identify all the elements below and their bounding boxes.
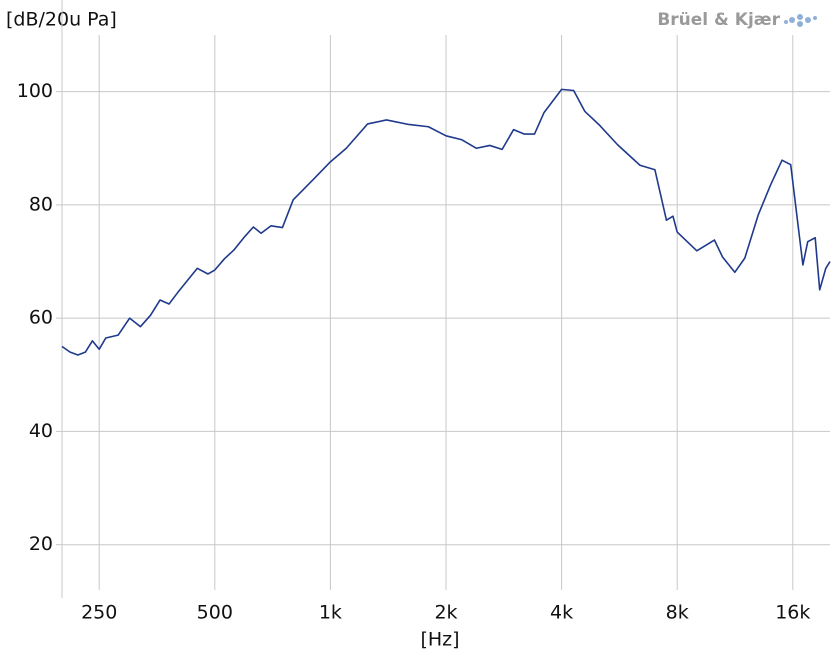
x-tick-label: 4k bbox=[550, 602, 573, 624]
y-tick-label: 60 bbox=[29, 307, 53, 329]
y-tick-label: 100 bbox=[17, 80, 53, 102]
x-tick-label: 250 bbox=[81, 602, 117, 624]
y-tick-label: 40 bbox=[29, 420, 53, 442]
x-tick-label: 1k bbox=[319, 602, 342, 624]
x-tick-label: 2k bbox=[434, 602, 457, 624]
y-axis-label: [dB/20u Pa] bbox=[6, 9, 117, 31]
x-tick-label: 8k bbox=[666, 602, 689, 624]
response-line bbox=[61, 88, 831, 356]
x-axis-label: [Hz] bbox=[420, 629, 459, 651]
y-tick-label: 20 bbox=[29, 533, 53, 555]
y-tick-label: 80 bbox=[29, 193, 53, 215]
brand-logo: Brüel & Kjær bbox=[657, 10, 780, 30]
x-tick-label: 500 bbox=[197, 602, 233, 624]
logo-icon bbox=[784, 14, 817, 27]
x-tick-label: 16k bbox=[775, 602, 810, 624]
